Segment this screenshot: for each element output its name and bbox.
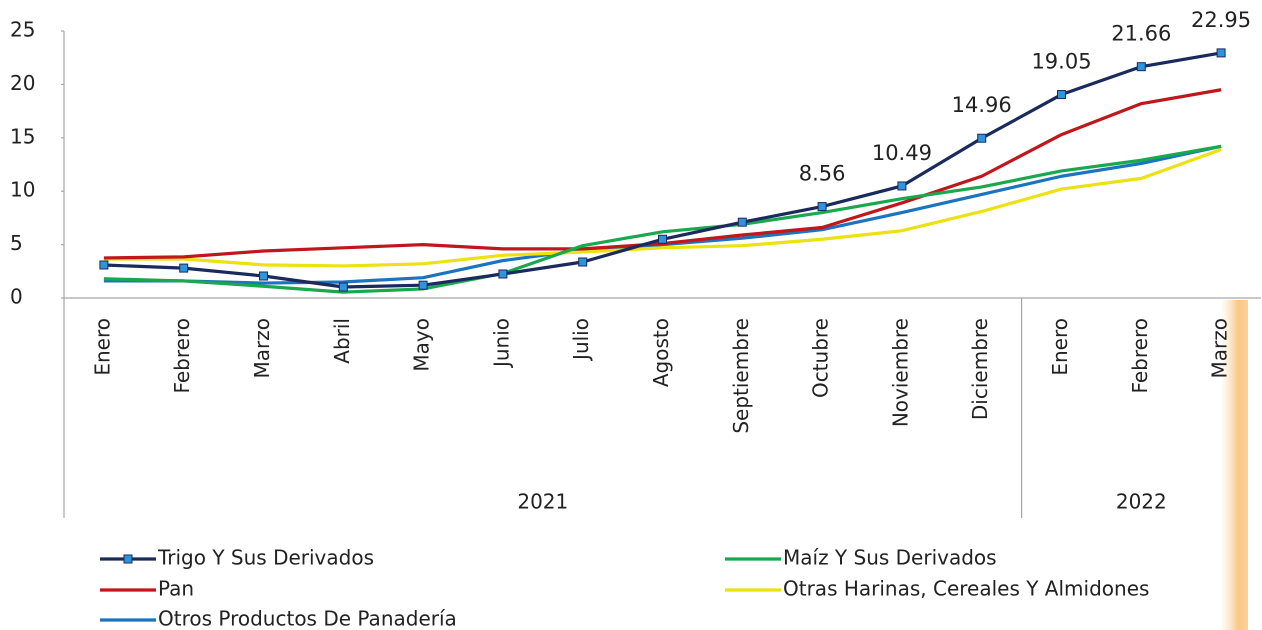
x-tick-label: Julio — [569, 318, 593, 362]
data-label: 22.95 — [1191, 8, 1251, 32]
legend-label: Maíz Y Sus Derivados — [783, 546, 997, 570]
x-tick-label: Marzo — [250, 318, 274, 378]
data-point — [259, 271, 268, 281]
data-point — [1136, 62, 1146, 72]
data-label: 8.56 — [799, 162, 846, 186]
x-tick-label: Enero — [90, 318, 114, 376]
data-point — [418, 280, 428, 290]
data-label: 19.05 — [1031, 50, 1091, 74]
x-tick-label: Mayo — [410, 318, 434, 372]
y-tick-label: 20 — [10, 71, 35, 95]
data-point — [977, 133, 987, 143]
legend-marker — [123, 554, 133, 564]
x-tick-label: Febrero — [170, 318, 194, 394]
group-label: 2022 — [1116, 490, 1167, 514]
data-label: 21.66 — [1111, 22, 1171, 46]
data-point — [817, 202, 827, 212]
x-tick-label: Junio — [489, 318, 513, 369]
data-point — [498, 269, 508, 279]
data-label: 14.96 — [952, 93, 1012, 117]
y-tick-label: 5 — [10, 231, 23, 255]
x-tick-label: Febrero — [1128, 318, 1152, 394]
data-point — [338, 282, 348, 292]
legend-label: Pan — [158, 577, 194, 601]
series-line — [103, 148, 1222, 268]
data-point — [1216, 48, 1226, 58]
y-tick-label: 0 — [10, 285, 23, 309]
data-point — [897, 181, 907, 191]
x-tick-label: Septiembre — [729, 318, 753, 434]
legend-label: Trigo Y Sus Derivados — [157, 546, 374, 570]
x-tick-label: Marzo — [1208, 318, 1232, 378]
decor-strip — [1222, 300, 1248, 630]
group-label: 2021 — [517, 490, 568, 514]
y-tick-label: 15 — [10, 124, 35, 148]
legend-label: Otros Productos De Panadería — [158, 607, 457, 630]
data-point — [578, 257, 588, 267]
y-tick-label: 10 — [10, 178, 35, 202]
x-tick-label: Noviembre — [888, 318, 912, 427]
x-tick-label: Agosto — [649, 318, 673, 387]
x-tick-label: Octubre — [809, 318, 833, 398]
data-point — [1057, 90, 1066, 100]
series-line — [103, 144, 1222, 285]
x-tick-label: Abril — [330, 318, 354, 364]
data-point — [179, 263, 189, 273]
y-tick-label: 25 — [10, 18, 35, 42]
x-tick-label: Diciembre — [968, 318, 992, 420]
data-label: 10.49 — [872, 141, 932, 165]
x-tick-label: Enero — [1048, 318, 1072, 376]
data-point — [658, 234, 667, 244]
series-line — [103, 144, 1222, 294]
legend-label: Otras Harinas, Cereales Y Almidones — [783, 577, 1149, 601]
data-point — [99, 260, 109, 270]
data-point — [737, 217, 747, 227]
